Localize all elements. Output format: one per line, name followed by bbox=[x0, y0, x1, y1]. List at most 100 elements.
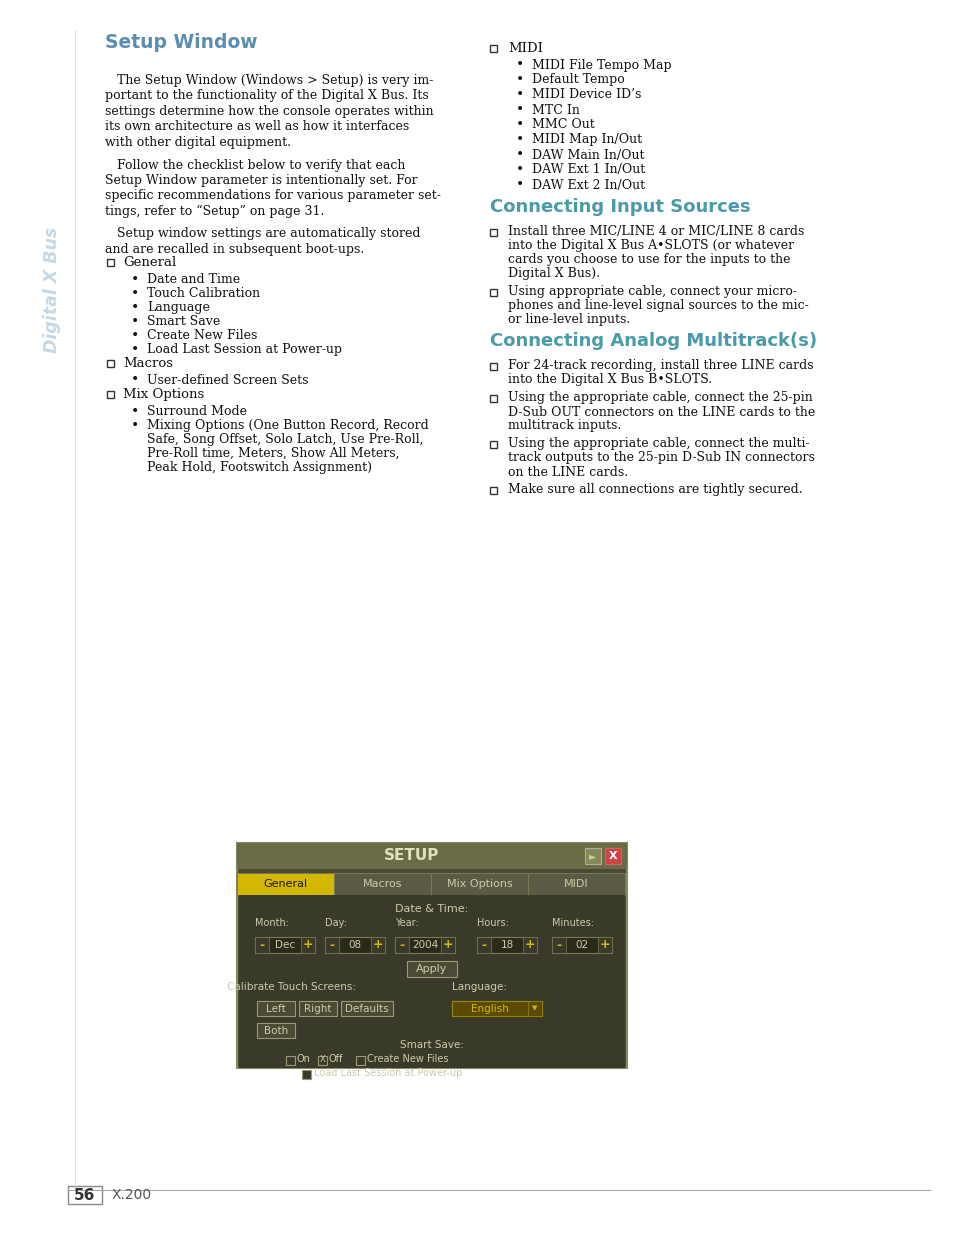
Bar bbox=[371, 937, 385, 953]
Bar bbox=[256, 1023, 294, 1037]
Text: MIDI: MIDI bbox=[563, 879, 588, 889]
Bar bbox=[490, 441, 497, 447]
Text: Date and Time: Date and Time bbox=[147, 273, 240, 287]
Text: Both: Both bbox=[264, 1025, 288, 1035]
Text: Digital X Bus: Digital X Bus bbox=[43, 227, 61, 353]
Bar bbox=[440, 937, 455, 953]
Bar bbox=[236, 873, 334, 895]
Text: General: General bbox=[123, 256, 176, 269]
Text: X.200: X.200 bbox=[112, 1188, 152, 1202]
Text: •: • bbox=[516, 73, 524, 86]
Text: 08: 08 bbox=[348, 940, 361, 950]
Text: Safe, Song Offset, Solo Latch, Use Pre-Roll,: Safe, Song Offset, Solo Latch, Use Pre-R… bbox=[147, 433, 423, 446]
Text: its own architecture as well as how it interfaces: its own architecture as well as how it i… bbox=[105, 121, 409, 133]
Text: MMC Out: MMC Out bbox=[532, 119, 594, 131]
Bar bbox=[239, 895, 624, 1068]
Text: or line-level inputs.: or line-level inputs. bbox=[507, 314, 630, 326]
Text: •: • bbox=[131, 329, 139, 342]
Text: MTC In: MTC In bbox=[532, 104, 579, 116]
Bar bbox=[552, 937, 565, 953]
Text: -: - bbox=[259, 939, 264, 951]
Text: •: • bbox=[131, 273, 139, 287]
Bar bbox=[301, 937, 314, 953]
Text: Install three MIC/LINE 4 or MIC/LINE 8 cards: Install three MIC/LINE 4 or MIC/LINE 8 c… bbox=[507, 226, 803, 238]
Bar bbox=[68, 1186, 102, 1204]
Text: Load Last Session at Power-up: Load Last Session at Power-up bbox=[314, 1068, 462, 1078]
Text: Off: Off bbox=[329, 1053, 343, 1065]
Text: +: + bbox=[442, 939, 453, 951]
Text: •: • bbox=[516, 119, 524, 132]
Text: Pre-Roll time, Meters, Show All Meters,: Pre-Roll time, Meters, Show All Meters, bbox=[147, 447, 399, 459]
Bar bbox=[254, 937, 314, 953]
Bar bbox=[302, 1070, 311, 1078]
Text: •: • bbox=[516, 163, 524, 177]
Text: •: • bbox=[131, 373, 139, 388]
Bar bbox=[527, 873, 624, 895]
Text: Calibrate Touch Screens:: Calibrate Touch Screens: bbox=[227, 982, 356, 992]
Bar bbox=[325, 937, 385, 953]
Bar bbox=[552, 937, 612, 953]
Text: •: • bbox=[516, 178, 524, 191]
Text: •: • bbox=[516, 133, 524, 147]
Text: D-Sub OUT connectors on the LINE cards to the: D-Sub OUT connectors on the LINE cards t… bbox=[507, 405, 815, 419]
Text: Using appropriate cable, connect your micro-: Using appropriate cable, connect your mi… bbox=[507, 285, 796, 299]
Text: •: • bbox=[131, 287, 139, 300]
Text: •: • bbox=[516, 88, 524, 103]
Text: Digital X Bus).: Digital X Bus). bbox=[507, 268, 599, 280]
Bar bbox=[476, 937, 537, 953]
Text: Default Tempo: Default Tempo bbox=[532, 74, 624, 86]
Text: Mix Options: Mix Options bbox=[446, 879, 512, 889]
Text: with other digital equipment.: with other digital equipment. bbox=[105, 136, 291, 149]
Bar bbox=[236, 844, 626, 1068]
Text: Surround Mode: Surround Mode bbox=[147, 405, 247, 417]
Bar bbox=[395, 937, 455, 953]
Text: •: • bbox=[516, 148, 524, 162]
Text: X: X bbox=[319, 1055, 325, 1063]
Text: DAW Main In/Out: DAW Main In/Out bbox=[532, 148, 644, 162]
Text: +: + bbox=[524, 939, 535, 951]
Text: Right: Right bbox=[304, 1004, 332, 1014]
Text: •: • bbox=[131, 342, 139, 357]
Text: Left: Left bbox=[266, 1004, 286, 1014]
Bar bbox=[527, 1002, 541, 1016]
Text: tings, refer to “Setup” on page 31.: tings, refer to “Setup” on page 31. bbox=[105, 205, 324, 219]
Bar bbox=[317, 1056, 327, 1065]
Text: Setup Window: Setup Window bbox=[105, 33, 257, 52]
Text: MIDI Map In/Out: MIDI Map In/Out bbox=[532, 133, 641, 147]
Text: Create New Files: Create New Files bbox=[367, 1053, 448, 1065]
Text: Language: Language bbox=[147, 301, 210, 314]
Text: specific recommendations for various parameter set-: specific recommendations for various par… bbox=[105, 189, 440, 203]
Bar bbox=[490, 363, 497, 369]
Bar bbox=[256, 1002, 294, 1016]
Text: Minutes:: Minutes: bbox=[552, 918, 594, 927]
Text: ►: ► bbox=[589, 851, 597, 861]
Text: Touch Calibration: Touch Calibration bbox=[147, 287, 260, 300]
Text: track outputs to the 25-pin D-Sub IN connectors: track outputs to the 25-pin D-Sub IN con… bbox=[507, 452, 814, 464]
Text: Mixing Options (One Button Record, Record: Mixing Options (One Button Record, Recor… bbox=[147, 419, 428, 432]
Text: Using the appropriate cable, connect the 25-pin: Using the appropriate cable, connect the… bbox=[507, 391, 812, 405]
Bar bbox=[107, 259, 113, 266]
Text: DAW Ext 1 In/Out: DAW Ext 1 In/Out bbox=[532, 163, 644, 177]
Text: phones and line-level signal sources to the mic-: phones and line-level signal sources to … bbox=[507, 300, 808, 312]
Text: Make sure all connections are tightly secured.: Make sure all connections are tightly se… bbox=[507, 483, 801, 496]
Text: Peak Hold, Footswitch Assignment): Peak Hold, Footswitch Assignment) bbox=[147, 461, 372, 474]
Bar bbox=[107, 359, 113, 367]
Bar bbox=[298, 1002, 336, 1016]
Text: On: On bbox=[296, 1053, 311, 1065]
Text: Month:: Month: bbox=[254, 918, 289, 927]
Text: DAW Ext 2 In/Out: DAW Ext 2 In/Out bbox=[532, 179, 644, 191]
Bar bbox=[522, 937, 537, 953]
Bar bbox=[325, 937, 338, 953]
Text: Dec: Dec bbox=[274, 940, 294, 950]
Text: •: • bbox=[131, 300, 139, 315]
Text: multitrack inputs.: multitrack inputs. bbox=[507, 420, 620, 432]
Bar bbox=[452, 1002, 541, 1016]
Text: 56: 56 bbox=[74, 1188, 95, 1203]
Text: MIDI Device ID’s: MIDI Device ID’s bbox=[532, 89, 640, 101]
Text: Load Last Session at Power-up: Load Last Session at Power-up bbox=[147, 343, 341, 356]
Bar bbox=[107, 391, 113, 398]
Text: portant to the functionality of the Digital X Bus. Its: portant to the functionality of the Digi… bbox=[105, 89, 428, 103]
Text: into the Digital X Bus B•SLOTS.: into the Digital X Bus B•SLOTS. bbox=[507, 373, 711, 387]
Text: Language:: Language: bbox=[452, 982, 506, 992]
Text: 2004: 2004 bbox=[412, 940, 437, 950]
